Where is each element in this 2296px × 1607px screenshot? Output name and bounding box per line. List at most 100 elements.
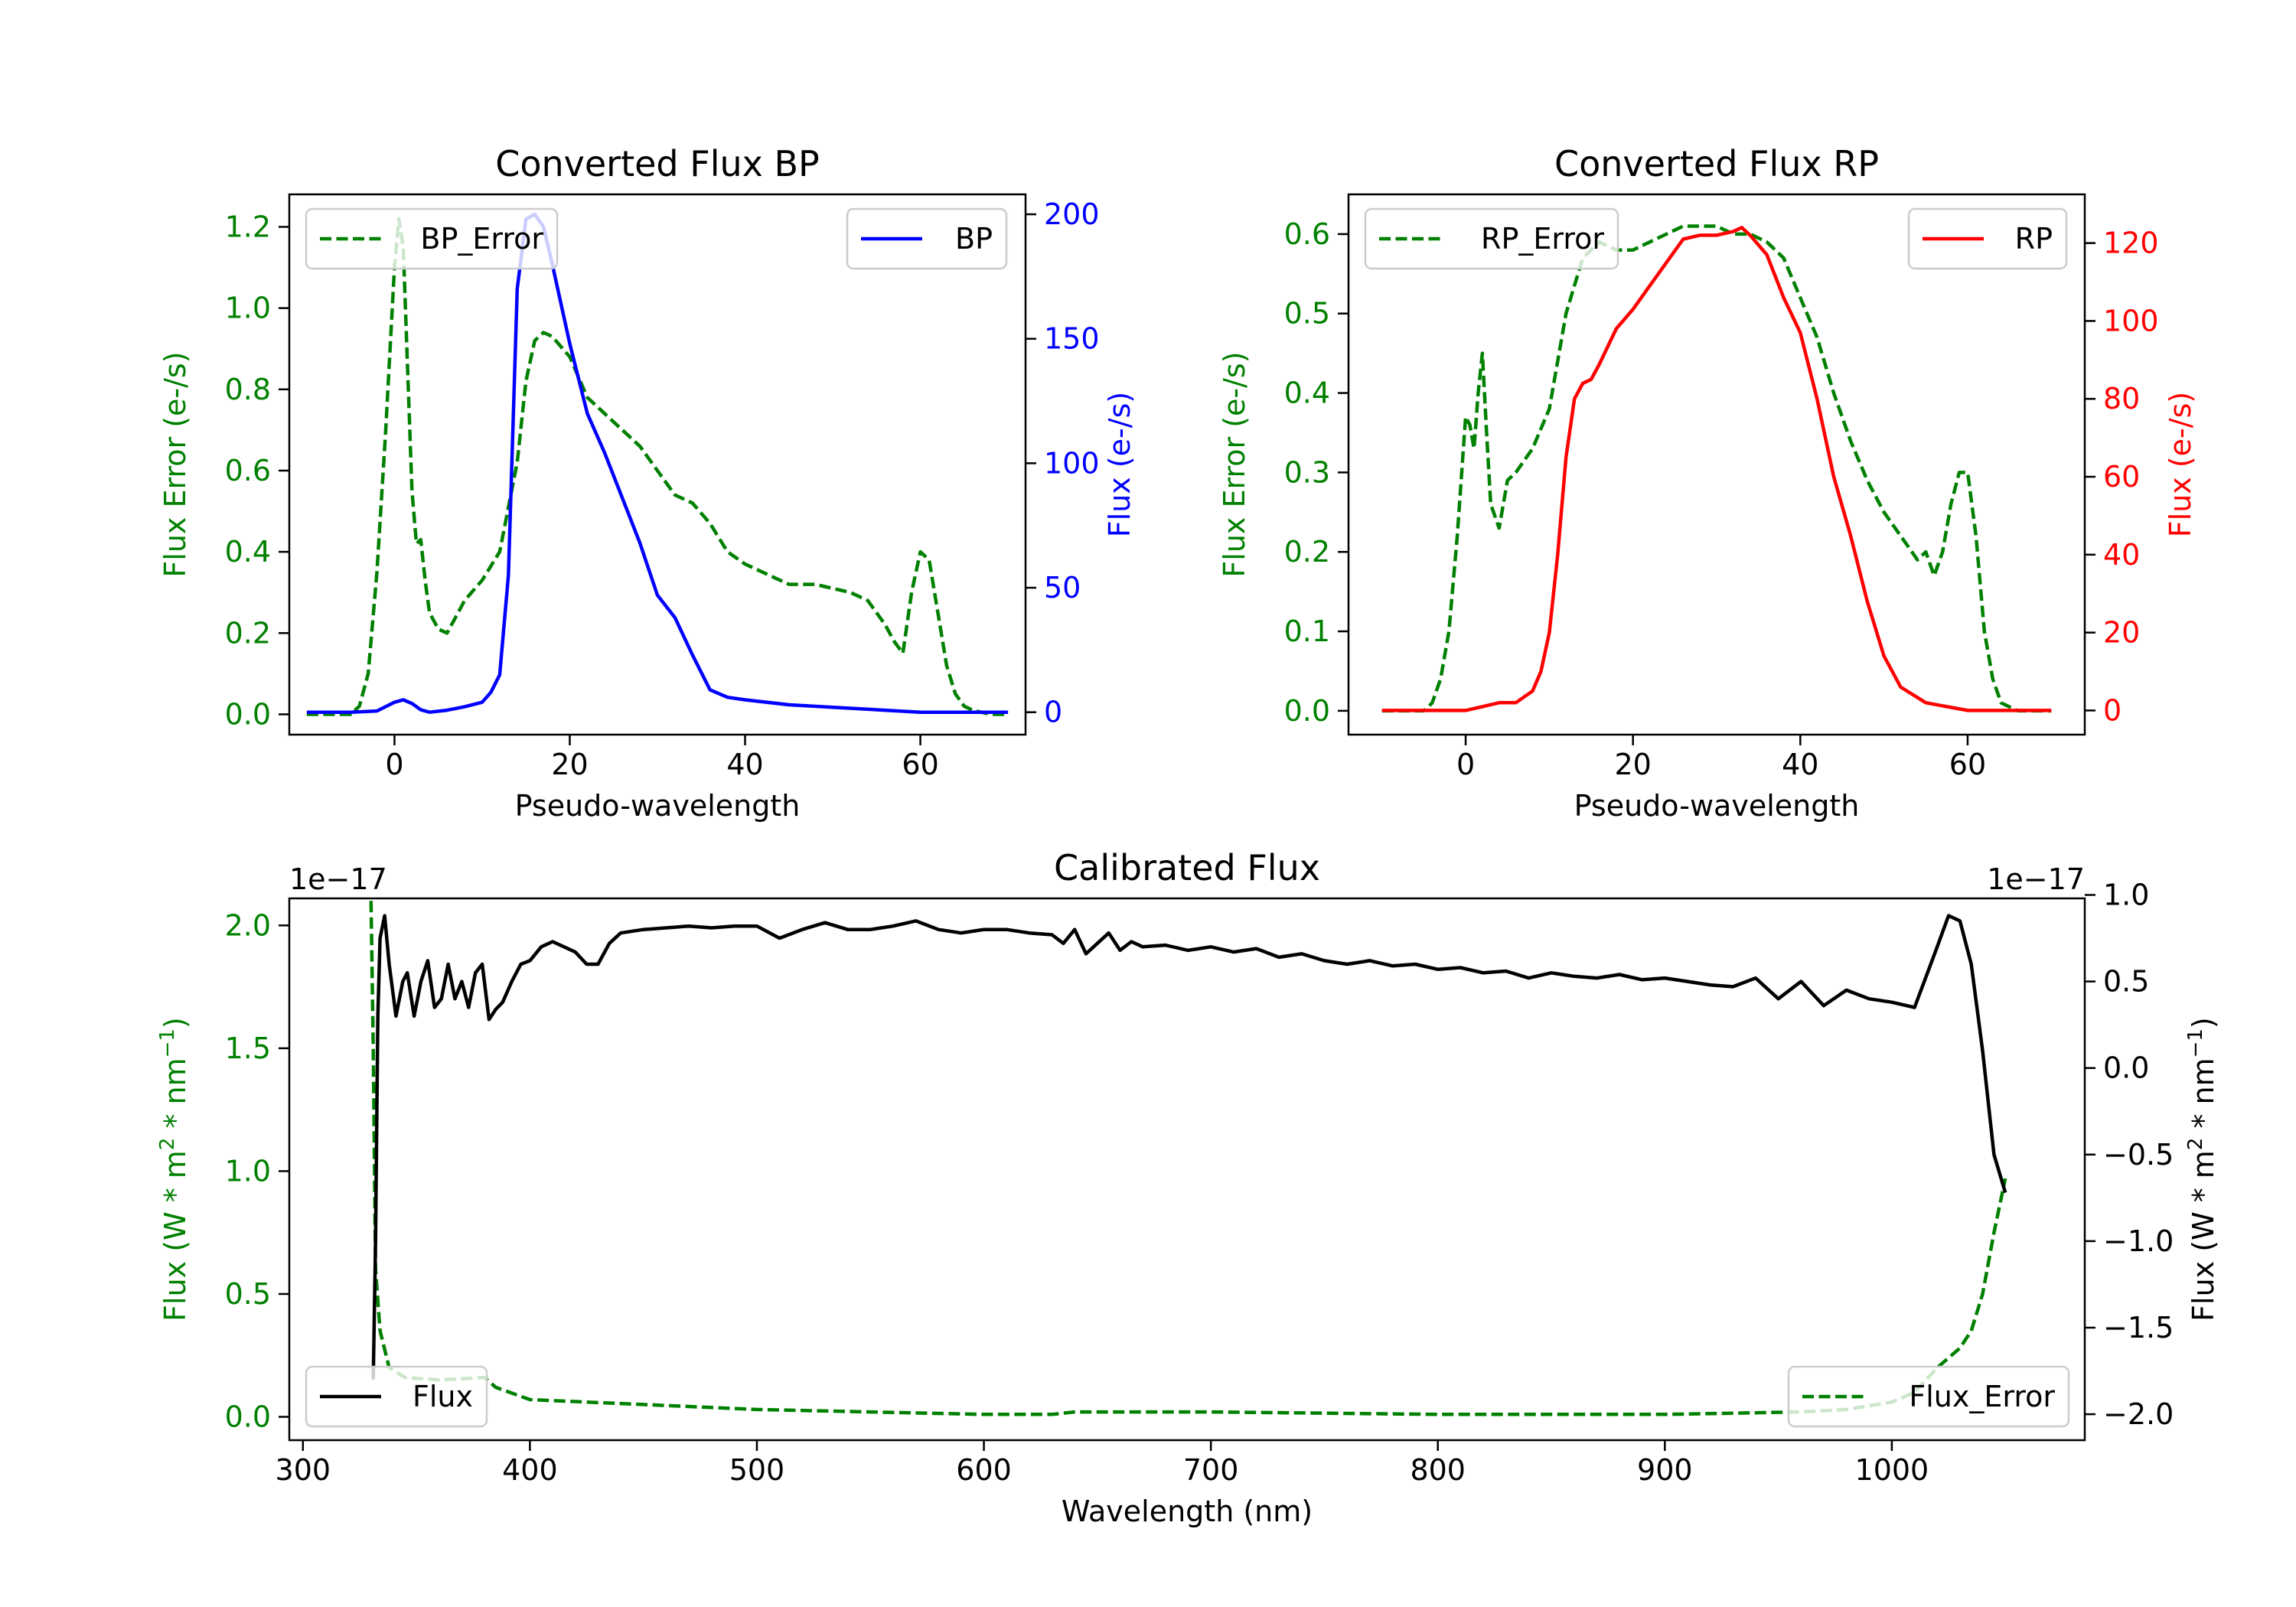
y-label-superscript: −1 (156, 1028, 179, 1058)
x-tick-label: 900 (1637, 1453, 1693, 1487)
y-left-tick-label: 2.0 (225, 908, 271, 942)
y-left-tick-label: 0.3 (1284, 455, 1330, 489)
y-right-tick-label: 200 (1044, 197, 1100, 231)
x-tick-label: 60 (902, 748, 938, 781)
legend-left: BP_Error (305, 207, 559, 270)
y-left-tick-label: 0.5 (225, 1277, 271, 1311)
x-tick-label: 60 (1949, 748, 1986, 781)
y-label-superscript: 2 (156, 1138, 179, 1151)
y-right-tick-label: 40 (2103, 538, 2140, 572)
chart-3: Calibrated Flux 300 400 500 600 700 800 900 1000… (156, 847, 2220, 1528)
y-left-tick-label: 0.1 (1284, 614, 1330, 648)
series-line-rp (1381, 226, 2052, 712)
legend-left: Flux (305, 1365, 488, 1428)
y-left-axis-label: Flux Error (e-/s) (158, 351, 192, 577)
series-line-rp-error (1381, 224, 2052, 713)
y-right-tick-label: 60 (2103, 460, 2140, 494)
x-tick-label: 20 (551, 748, 588, 781)
legend-label: RP_Error (1481, 222, 1604, 256)
y-right-tick-label: 20 (2103, 616, 2140, 650)
legend-box (846, 207, 1008, 270)
y-right-tick-label: 150 (1044, 322, 1100, 356)
y-right-tick-label: 0 (2103, 693, 2122, 727)
y-left-tick-label: 0.8 (225, 373, 271, 406)
y-right-axis-label: Flux (e-/s) (2164, 392, 2197, 537)
axes-frame (288, 897, 2086, 1442)
y-label-superscript: 2 (2184, 1138, 2207, 1151)
axes-frame (1347, 193, 2086, 736)
y-left-tick-label: 0.2 (225, 616, 271, 650)
y-label-part: ) (158, 1017, 192, 1028)
legend-box (1364, 207, 1619, 270)
x-tick-label: 40 (1782, 748, 1818, 781)
chart-title: Calibrated Flux (1054, 847, 1320, 888)
y-left-tick-label: 0.6 (1284, 217, 1330, 251)
legend-right: Flux_Error (1787, 1365, 2070, 1428)
y-label-part: * nm (158, 1058, 192, 1137)
y-left-axis-label: Flux Error (e-/s) (1218, 351, 1251, 577)
x-tick-label: 40 (726, 748, 763, 781)
y-left-tick-label: 1.0 (225, 292, 271, 325)
axes-frame (288, 193, 1027, 736)
y-label-part: ) (2187, 1017, 2220, 1028)
x-tick-label: 600 (956, 1453, 1012, 1487)
legend-label: Flux_Error (1909, 1380, 2055, 1413)
x-tick-label: 1000 (1855, 1453, 1929, 1487)
y-right-tick-label: 80 (2103, 382, 2140, 416)
y-left-tick-label: 0.0 (225, 1400, 271, 1433)
y-right-axis-label: Flux (W * m2 * nm−1) (2184, 1017, 2220, 1322)
y-label-part: * nm (2187, 1058, 2220, 1137)
legend-box (305, 207, 559, 270)
legend-box (305, 1365, 488, 1428)
legend-right: RP (1907, 207, 2068, 270)
x-tick-label: 800 (1410, 1453, 1466, 1487)
legend-right: BP (846, 207, 1008, 270)
x-axis-label: Pseudo-wavelength (1574, 789, 1860, 823)
x-tick-label: 20 (1615, 748, 1652, 781)
y-label-part: Flux (W * m (2187, 1150, 2220, 1322)
y-right-tick-label: 0 (1044, 696, 1062, 729)
legend-box (1787, 1365, 2070, 1428)
y-left-tick-label: 0.6 (225, 454, 271, 487)
y-right-tick-label: 0.5 (2103, 965, 2149, 999)
y-right-tick-label: 0.0 (2103, 1051, 2149, 1085)
y-right-tick-label: 100 (1044, 446, 1100, 480)
chart-title: Converted Flux BP (495, 143, 820, 184)
y-left-tick-label: 0.0 (1284, 694, 1330, 728)
y-right-tick-label: −0.5 (2103, 1138, 2174, 1172)
y-left-tick-label: 1.0 (225, 1154, 271, 1188)
y-label-part: Flux (W * m (158, 1150, 192, 1322)
y-right-tick-label: 50 (1044, 571, 1081, 605)
y-left-tick-label: 0.4 (1284, 376, 1330, 410)
x-tick-label: 400 (502, 1453, 558, 1487)
x-axis-label: Wavelength (nm) (1062, 1495, 1313, 1528)
y-left-tick-label: 0.0 (225, 697, 271, 731)
y-left-tick-label: 0.4 (225, 535, 271, 569)
y-right-tick-label: 120 (2103, 227, 2159, 260)
y-left-offset-text: 1e−17 (289, 862, 387, 896)
y-right-tick-label: −1.5 (2103, 1311, 2174, 1345)
x-tick-label: 300 (276, 1453, 331, 1487)
series-line-flux (371, 914, 2007, 1380)
x-axis-label: Pseudo-wavelength (515, 789, 801, 823)
y-right-tick-label: −2.0 (2103, 1397, 2174, 1431)
y-left-tick-label: 1.5 (225, 1032, 271, 1065)
y-right-offset-text: 1e−17 (1987, 862, 2085, 896)
y-left-axis-label: Flux (W * m2 * nm−1) (156, 1017, 192, 1322)
chart-2: Converted Flux RP 0 20 40 60 0.0 0.1 0.2 0.3 0.4 0… (1218, 143, 2197, 823)
x-tick-label: 0 (385, 748, 403, 781)
y-label-superscript: −1 (2184, 1028, 2207, 1058)
y-left-tick-label: 1.2 (225, 210, 271, 243)
legend-label: BP_Error (420, 222, 543, 256)
legend-label: RP (2015, 222, 2053, 256)
chart-title: Converted Flux RP (1554, 143, 1879, 184)
y-right-tick-label: 1.0 (2103, 878, 2149, 911)
y-right-axis-label: Flux (e-/s) (1103, 392, 1137, 537)
x-tick-label: 0 (1456, 748, 1475, 781)
x-tick-label: 500 (729, 1453, 785, 1487)
x-tick-label: 700 (1183, 1453, 1239, 1487)
y-right-tick-label: 100 (2103, 304, 2159, 337)
y-left-tick-label: 0.2 (1284, 535, 1330, 569)
y-right-tick-label: −1.0 (2103, 1224, 2174, 1258)
